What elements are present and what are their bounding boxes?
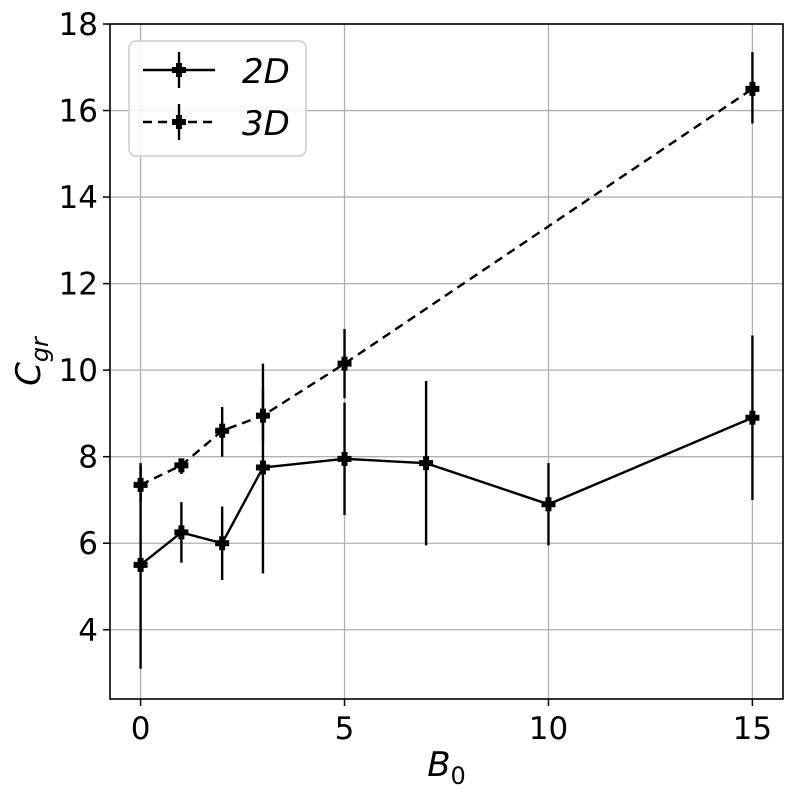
data-point [255, 460, 270, 475]
legend-entry-3d [143, 104, 215, 140]
legend-entry-2d [143, 52, 215, 88]
data-point [337, 356, 352, 371]
series-2d [133, 335, 760, 669]
series-line [140, 87, 754, 486]
data-point [419, 456, 434, 471]
y-tick-label: 16 [59, 94, 98, 130]
plot-frame [109, 23, 784, 700]
data-point [174, 525, 189, 540]
data-point [215, 423, 230, 438]
x-tick-label: 15 [733, 711, 772, 747]
data-point [133, 557, 148, 572]
data-point [133, 477, 148, 492]
series-3d [133, 52, 760, 503]
x-axis-label-sub: 0 [451, 762, 466, 790]
y-tick-label: 12 [59, 267, 98, 303]
data-point [255, 408, 270, 423]
y-axis-label-main: C [9, 362, 49, 386]
legend-marker [172, 63, 186, 77]
series-layer [133, 52, 760, 669]
y-tick-label: 6 [78, 526, 98, 562]
data-point [337, 451, 352, 466]
data-point [541, 497, 556, 512]
y-tick-label: 8 [78, 440, 98, 476]
ticks: 0 5 10 15 4 6 8 10 12 14 16 18 [59, 7, 773, 747]
data-point [174, 458, 189, 473]
legend-label-2d: 2D [242, 52, 290, 92]
x-tick-label: 10 [529, 711, 568, 747]
x-tick-label: 0 [131, 711, 151, 747]
data-point [745, 410, 760, 425]
x-tick-label: 5 [335, 711, 355, 747]
y-tick-label: 4 [78, 613, 98, 649]
x-axis-label: B0 [427, 745, 466, 790]
data-point [215, 536, 230, 551]
y-axis-label: Cgr [9, 335, 54, 386]
y-axis-label-sub: gr [26, 335, 54, 362]
y-tick-label: 14 [59, 180, 98, 216]
y-tick-label: 10 [59, 353, 98, 389]
legend: 2D 3D [128, 40, 307, 157]
data-point [745, 81, 760, 96]
y-tick-label: 18 [59, 7, 98, 43]
legend-label-3d: 3D [242, 104, 290, 144]
legend-marker [172, 115, 186, 129]
x-axis-label-main: B [427, 745, 450, 785]
